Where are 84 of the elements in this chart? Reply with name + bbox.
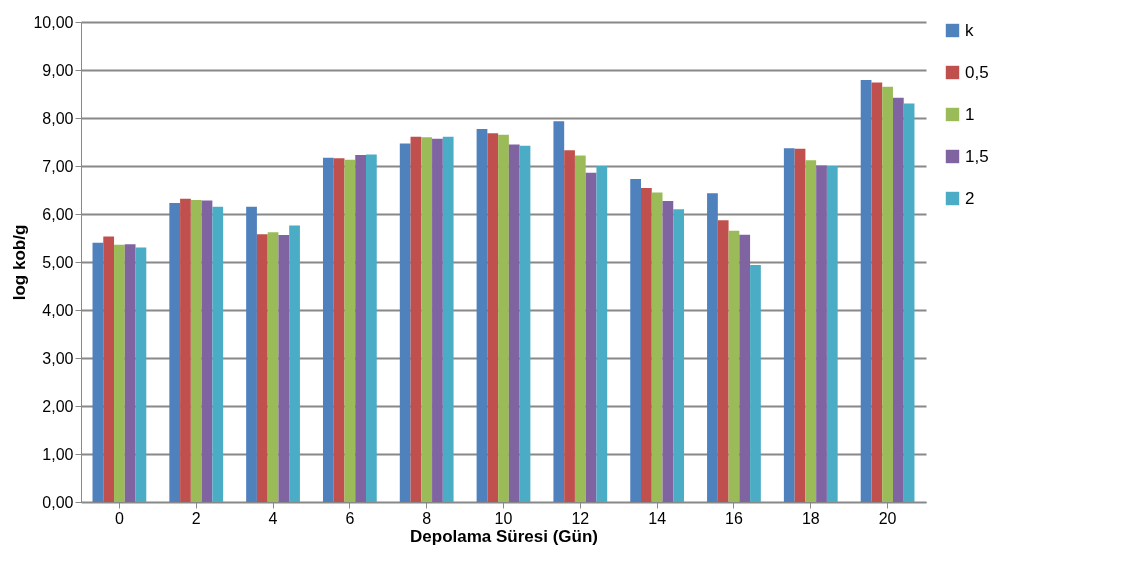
bar bbox=[892, 97, 904, 502]
bar bbox=[169, 202, 181, 502]
bar bbox=[410, 136, 422, 502]
bar bbox=[826, 166, 838, 502]
legend-label: k bbox=[965, 20, 974, 40]
bar bbox=[728, 230, 740, 502]
x-tick-label: 0 bbox=[114, 509, 124, 527]
legend-label: 1,5 bbox=[965, 146, 989, 166]
y-tick-label: 5,00 bbox=[42, 253, 74, 271]
bar bbox=[201, 200, 213, 502]
bar bbox=[212, 206, 224, 502]
bar bbox=[553, 121, 565, 502]
bar bbox=[860, 80, 872, 502]
bar bbox=[256, 234, 268, 502]
bar bbox=[322, 157, 334, 502]
bar bbox=[750, 264, 761, 502]
bar bbox=[805, 160, 817, 502]
bar bbox=[508, 144, 520, 502]
bar bbox=[871, 82, 883, 502]
bar bbox=[673, 209, 685, 502]
x-tick-label: 6 bbox=[345, 509, 355, 527]
y-tick-label: 8,00 bbox=[42, 109, 74, 127]
y-tick-label: 3,00 bbox=[42, 349, 74, 367]
bar bbox=[630, 178, 641, 502]
x-tick-label: 4 bbox=[268, 509, 278, 527]
bar bbox=[498, 134, 509, 502]
bar bbox=[190, 200, 202, 502]
x-axis-title: Depolama Süresi (Gün) bbox=[410, 526, 598, 546]
y-tick-label: 10,00 bbox=[33, 13, 74, 31]
bar bbox=[816, 165, 827, 502]
bar bbox=[246, 206, 257, 502]
y-axis-title: log kob/g bbox=[10, 224, 30, 301]
bar bbox=[124, 244, 136, 502]
bar bbox=[585, 172, 597, 502]
y-tick-label: 1,00 bbox=[42, 445, 74, 463]
y-tick-label: 7,00 bbox=[42, 157, 74, 175]
y-tick-label: 9,00 bbox=[42, 61, 74, 79]
x-tick-label: 14 bbox=[648, 509, 667, 527]
bar bbox=[641, 188, 652, 502]
bar bbox=[574, 155, 586, 502]
bar bbox=[421, 137, 433, 502]
x-tick-label: 8 bbox=[422, 509, 432, 527]
x-tick-label: 16 bbox=[725, 509, 743, 527]
y-tick-label: 0,00 bbox=[42, 493, 74, 511]
bar bbox=[103, 236, 115, 502]
bar bbox=[289, 225, 300, 502]
bar bbox=[180, 198, 191, 502]
bar bbox=[333, 158, 345, 502]
y-tick-label: 6,00 bbox=[42, 205, 74, 223]
legend-label: 1 bbox=[965, 104, 975, 124]
bar bbox=[114, 244, 125, 502]
bar bbox=[476, 129, 488, 502]
bar bbox=[135, 247, 147, 502]
bar bbox=[278, 235, 290, 502]
bar bbox=[564, 150, 575, 502]
bar bbox=[519, 145, 531, 502]
bar bbox=[717, 220, 729, 502]
legend-label: 0,5 bbox=[965, 62, 989, 82]
x-tick-label: 2 bbox=[191, 509, 201, 527]
bar bbox=[882, 86, 893, 502]
bar bbox=[267, 232, 279, 502]
bar bbox=[442, 136, 454, 502]
y-tick-label: 2,00 bbox=[42, 397, 74, 415]
bar bbox=[344, 159, 356, 502]
bar bbox=[903, 103, 915, 502]
bar bbox=[739, 234, 751, 502]
bar bbox=[707, 193, 718, 502]
bar bbox=[487, 133, 499, 502]
bar bbox=[355, 154, 366, 502]
legend-label: 2 bbox=[965, 188, 975, 208]
bar bbox=[432, 138, 443, 502]
x-tick-label: 20 bbox=[878, 509, 897, 527]
bar bbox=[794, 148, 806, 502]
x-tick-label: 18 bbox=[801, 509, 820, 527]
x-tick-label: 10 bbox=[494, 509, 513, 527]
bar bbox=[596, 166, 608, 502]
bar bbox=[783, 148, 795, 502]
y-tick-label: 4,00 bbox=[42, 301, 74, 319]
bar bbox=[651, 192, 663, 502]
bar bbox=[662, 201, 674, 502]
x-tick-label: 12 bbox=[571, 509, 590, 527]
bar bbox=[92, 242, 104, 502]
bar bbox=[399, 143, 411, 502]
bar bbox=[366, 154, 377, 502]
